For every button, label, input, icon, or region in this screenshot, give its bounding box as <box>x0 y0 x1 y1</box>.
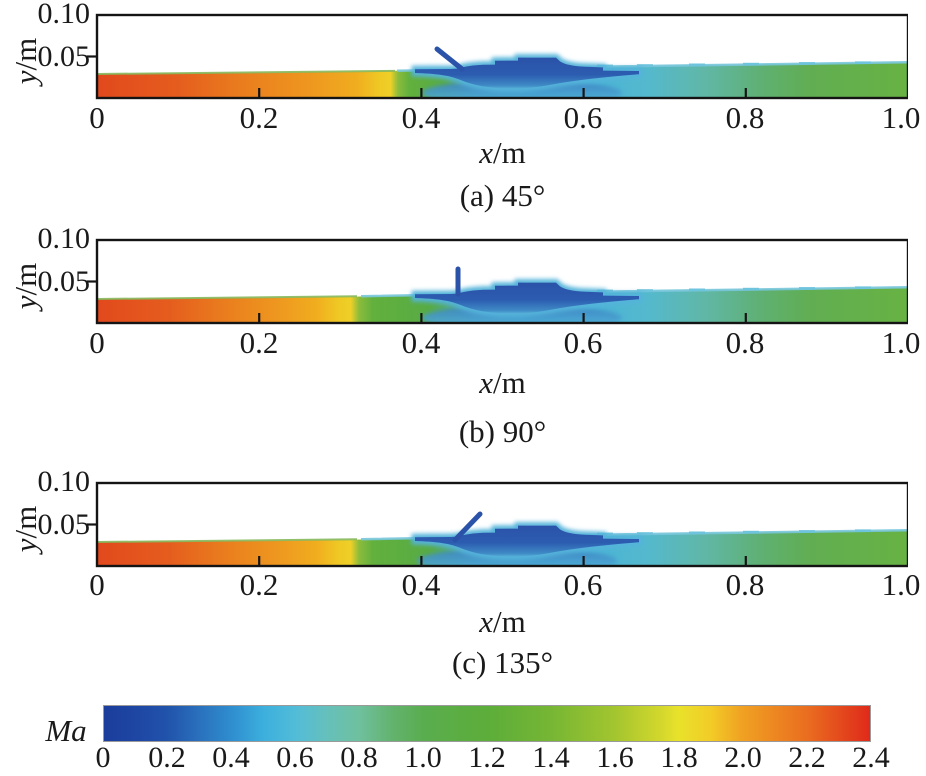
panel-b-xtick-10: 1.0 <box>881 325 921 360</box>
panel-a-xlabel: x/m <box>479 135 526 170</box>
colorbar-tick-0: 0 <box>95 741 111 774</box>
panel-a-ylabel: y/m <box>8 37 43 85</box>
colorbar-tick-08: 0.8 <box>340 741 378 774</box>
panel-a-xtick-08: 0.8 <box>725 100 765 135</box>
panel-b-xtick-04: 0.4 <box>401 325 441 360</box>
plot-frame <box>95 238 908 325</box>
panel-b-xtick-06: 0.6 <box>563 325 603 360</box>
colorbar-tick-14: 1.4 <box>532 741 570 774</box>
colorbar-tick-24: 2.4 <box>852 741 890 774</box>
panel-a-caption: (a) 45° <box>459 178 546 213</box>
panel-a-ytick-010: 0.10 <box>37 0 91 30</box>
panel-a-ytick-005: 0.05 <box>37 40 91 73</box>
colorbar-tick-12: 1.2 <box>468 741 506 774</box>
colorbar-tick-10: 1.0 <box>404 741 442 774</box>
panel-c-xlabel: x/m <box>479 604 526 639</box>
boundary-top-line <box>97 295 358 300</box>
colorbar-label: Ma <box>45 713 87 748</box>
panel-c-xtick-10: 1.0 <box>881 567 921 602</box>
x-tick-marks <box>258 556 747 566</box>
boundary-top-line <box>97 538 358 543</box>
panel-b-ylabel: y/m <box>8 262 43 310</box>
jet-strut-45deg <box>434 46 465 72</box>
panel-c-xtick-04: 0.4 <box>401 567 441 602</box>
colorbar-tick-18: 1.8 <box>660 741 698 774</box>
panel-a-contour-plot <box>87 13 908 100</box>
panel-b-contour-plot <box>87 238 908 325</box>
colorbar-tick-06: 0.6 <box>276 741 314 774</box>
panel-a-xtick-06: 0.6 <box>563 100 603 135</box>
panel-c-ytick-010: 0.10 <box>37 465 91 498</box>
panel-b-xtick-0: 0 <box>89 325 105 360</box>
recirculation-zone <box>415 525 639 557</box>
panel-c-ytick-005: 0.05 <box>37 508 91 541</box>
panel-c-xtick-0: 0 <box>89 567 105 602</box>
plot-frame <box>95 481 908 568</box>
colorbar-tick-20: 2.0 <box>724 741 762 774</box>
x-tick-marks <box>258 88 747 98</box>
recirculation-zone <box>415 282 639 314</box>
panel-b-xtick-08: 0.8 <box>725 325 765 360</box>
jet-strut-135deg <box>452 511 483 543</box>
panel-c-xtick-08: 0.8 <box>725 567 765 602</box>
colorbar-gradient <box>103 705 871 742</box>
colorbar-tick-02: 0.2 <box>148 741 186 774</box>
panel-c-contour-plot <box>87 481 908 568</box>
x-tick-marks <box>258 313 747 323</box>
recirculation-zone <box>415 57 639 89</box>
panel-a-xtick-0: 0 <box>89 100 105 135</box>
panel-b-xtick-02: 0.2 <box>239 325 279 360</box>
panel-b-xlabel: x/m <box>479 365 526 400</box>
panel-b-ytick-005: 0.05 <box>37 265 91 298</box>
panel-b-ytick-010: 0.10 <box>37 222 91 255</box>
panel-b-caption: (b) 90° <box>458 414 547 449</box>
panel-a-xtick-10: 1.0 <box>881 100 921 135</box>
plot-frame <box>95 13 908 100</box>
panel-a-xtick-02: 0.2 <box>239 100 279 135</box>
colorbar-tick-04: 0.4 <box>212 741 250 774</box>
colorbar-tick-16: 1.6 <box>596 741 634 774</box>
panel-c-xtick-06: 0.6 <box>563 567 603 602</box>
boundary-top-line <box>97 69 396 75</box>
colorbar-tick-22: 2.2 <box>788 741 826 774</box>
panel-c-caption: (c) 135° <box>451 645 554 680</box>
panel-c-xtick-02: 0.2 <box>239 567 279 602</box>
panel-a-xtick-04: 0.4 <box>401 100 441 135</box>
panel-c-ylabel: y/m <box>8 505 43 553</box>
